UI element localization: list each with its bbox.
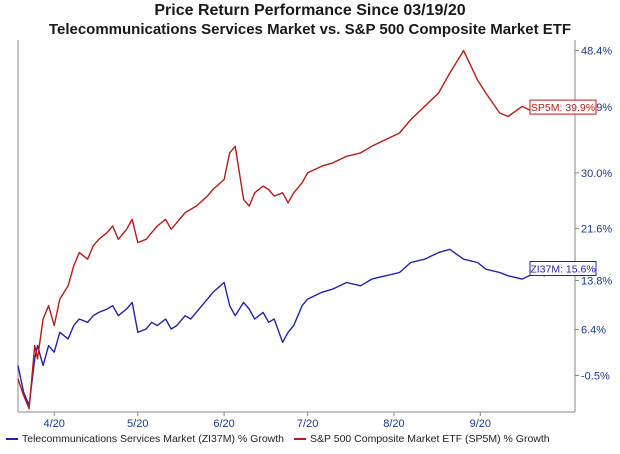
legend-swatch-sp500 [294, 438, 306, 440]
y-tick-label: 13.8% [581, 275, 612, 287]
legend-label-sp500: S&P 500 Composite Market ETF (SP5M) % Gr… [310, 433, 550, 445]
end-label-telecom: ZI37M: 15.6% [530, 264, 595, 276]
end-label-sp500: SP5M: 39.9% [531, 102, 595, 114]
chart-subtitle: Telecommunications Services Market vs. S… [48, 21, 572, 38]
x-tick-label: 7/20 [297, 418, 318, 430]
chart-legend: Telecommunications Services Market (ZI37… [6, 433, 550, 445]
end-label-box-sp500 [529, 99, 597, 115]
legend-swatch-telecom [6, 438, 18, 440]
y-tick-label: 6.4% [581, 325, 606, 337]
line-chart: 4/20 5/20 6/20 7/20 8/20 9/2048.4%39.9%30.0%2… [17, 40, 612, 430]
x-tick-label: 8/20 [383, 418, 404, 430]
x-tick-label: 4/20 [43, 418, 64, 430]
series-line-sp500 [17, 49, 567, 410]
end-label-box-telecom [529, 261, 597, 277]
series-line-telecom [17, 248, 567, 407]
y-tick-label: -0.5% [581, 370, 610, 382]
x-tick-label: 6/20 [213, 418, 234, 430]
x-tick-label: 5/20 [127, 418, 148, 430]
legend-label-telecom: Telecommunications Services Market (ZI37… [22, 433, 284, 445]
y-tick-label: 30.0% [581, 168, 612, 180]
legend-item-sp500: S&P 500 Composite Market ETF (SP5M) % Gr… [294, 433, 550, 445]
chart-title: Price Return Performance Since 03/19/20 [154, 2, 466, 19]
legend-item-telecom: Telecommunications Services Market (ZI37… [6, 433, 284, 445]
x-tick-label: 9/20 [470, 418, 491, 430]
y-tick-label: 21.6% [581, 224, 612, 236]
y-tick-label: 48.4% [581, 46, 612, 58]
